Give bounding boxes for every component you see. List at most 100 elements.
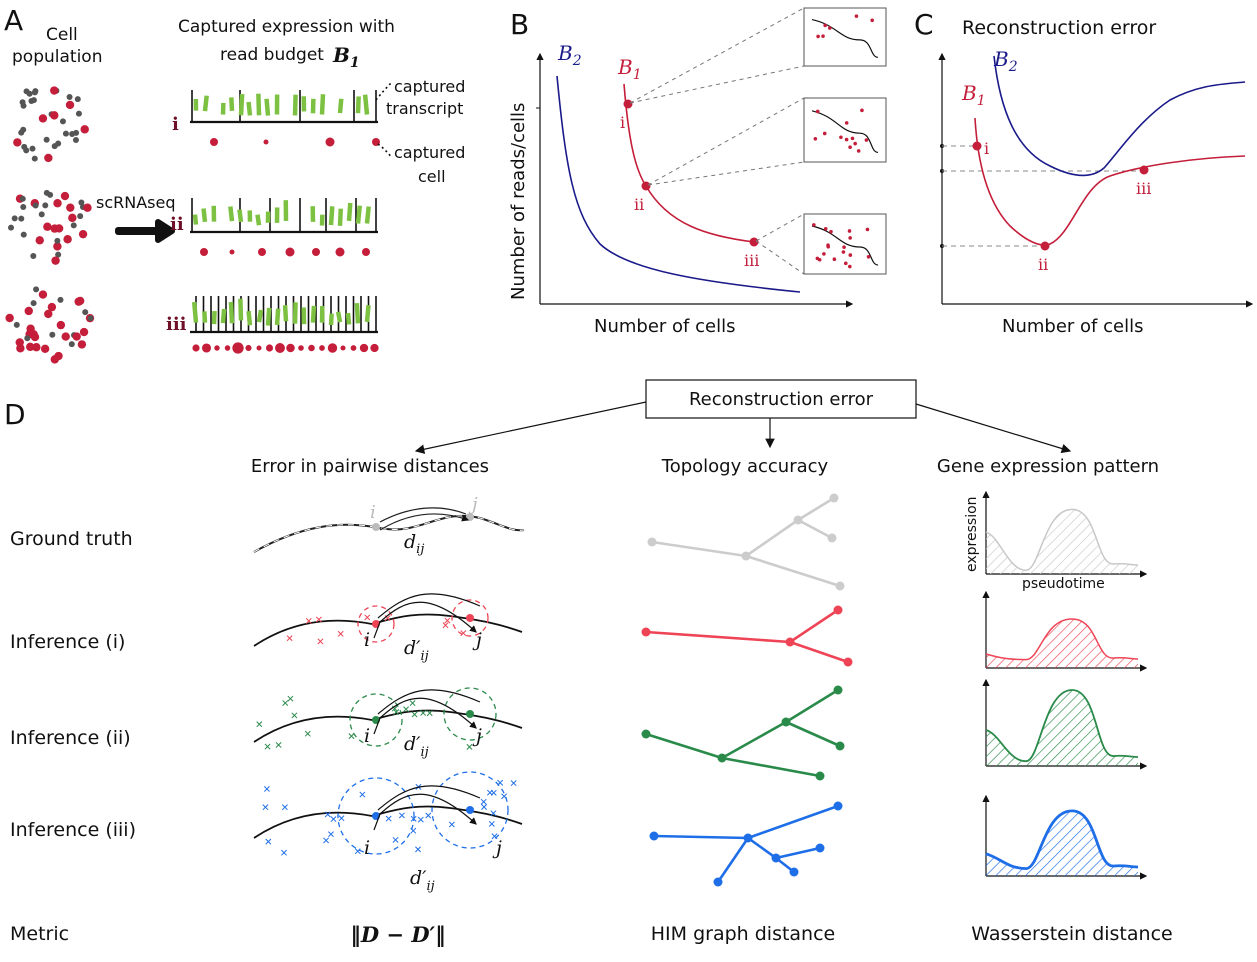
cell-dot	[50, 111, 59, 120]
inferred-label-j: j	[472, 725, 482, 747]
tree-edge	[745, 518, 799, 558]
cell-dot	[72, 332, 81, 341]
noisy-cell-marker	[481, 804, 488, 810]
transcript-pointer	[375, 81, 393, 101]
cell-dot	[66, 203, 75, 212]
tree-node	[647, 537, 657, 547]
tree-node	[827, 533, 837, 543]
cell-dot	[51, 256, 60, 265]
cell-dot	[20, 203, 27, 210]
distance-arc-arrow	[373, 793, 477, 831]
cell-dot	[57, 296, 64, 303]
inset-sample	[848, 145, 852, 150]
inferred-label-i: i	[364, 629, 370, 651]
cell-dot	[63, 235, 72, 244]
row-label-inference-i: Inference (i)	[10, 631, 125, 653]
noisy-cell-marker	[291, 712, 298, 719]
inset-sample	[856, 149, 861, 153]
captured-transcript	[337, 98, 344, 114]
tree-edge	[747, 836, 777, 860]
noisy-cell-marker	[282, 700, 289, 707]
point-i-c	[972, 141, 982, 151]
root-box	[645, 379, 917, 419]
noisy-cell-marker	[415, 846, 421, 853]
tree-node	[713, 877, 723, 887]
noisy-cell-marker	[364, 614, 371, 621]
inference-trajectories: i jd′iji jd′iji jd′ij	[253, 593, 523, 894]
noisy-cell-marker	[444, 617, 451, 624]
population-label-2: population	[12, 47, 102, 67]
captured-cell	[192, 344, 200, 352]
expression-plots: expression pseudotime	[964, 490, 1148, 880]
inset-sample	[848, 236, 852, 240]
captured-transcript	[354, 303, 361, 324]
inset-sample	[829, 229, 833, 234]
tree-edge	[789, 640, 849, 664]
row-label-i: i	[172, 114, 179, 135]
captured-cell	[298, 345, 304, 351]
captured-cell	[258, 248, 266, 256]
cell-dot	[5, 313, 14, 323]
cell-dot	[18, 215, 25, 222]
tree-edge	[645, 732, 723, 760]
cell-dot	[50, 86, 59, 95]
inset-sample	[827, 26, 832, 30]
inset-sample	[870, 18, 874, 23]
noisy-cell-marker	[409, 700, 416, 707]
tree-node	[789, 867, 799, 877]
noisy-cell-marker	[403, 706, 410, 713]
panel-d-letter: D	[4, 398, 26, 431]
inset-sample	[822, 131, 827, 136]
inset-sample	[865, 227, 870, 232]
noisy-cell-marker	[305, 617, 312, 624]
cell-dot	[43, 189, 50, 196]
metric-wasserstein: Wasserstein distance	[971, 923, 1172, 945]
captured-transcript	[220, 308, 227, 324]
curve-b2-label: B2	[557, 41, 582, 69]
inset-sample	[844, 121, 849, 125]
noisy-cell-marker	[425, 812, 432, 819]
noisy-cell-marker	[488, 820, 495, 827]
tree-node	[785, 637, 795, 647]
captured-transcript	[328, 313, 334, 326]
tree-node	[649, 831, 659, 841]
transcript-annotation-1: captured	[394, 77, 465, 96]
noisy-cell-marker	[391, 705, 398, 712]
distance-symbol: d′	[404, 637, 421, 659]
distance-subscript: ij	[420, 745, 428, 760]
gt-distance-label: dij	[404, 531, 424, 557]
captured-cell	[285, 247, 295, 257]
cell-dot	[75, 110, 82, 117]
cell-dot	[78, 229, 88, 239]
cell-dot	[19, 195, 26, 202]
inset-sample	[850, 136, 855, 141]
cell-dot	[79, 327, 89, 337]
inset-sample	[823, 227, 828, 231]
tree-node	[833, 801, 843, 811]
metric-him: HIM graph distance	[651, 923, 836, 945]
captured-transcript	[228, 206, 235, 222]
noisy-cell-marker	[317, 638, 324, 645]
cell-dot	[8, 224, 15, 231]
noisy-cell-marker	[354, 848, 361, 855]
captured-cell	[232, 342, 244, 354]
inset-leaders	[629, 7, 805, 275]
noisy-cell-marker	[265, 838, 272, 845]
gt-point-i	[372, 523, 380, 531]
inset-sample	[817, 257, 822, 262]
cell-dot	[32, 343, 41, 352]
noisy-cell-marker	[304, 730, 311, 737]
cell-dot	[43, 222, 52, 231]
cell-dot	[20, 231, 27, 238]
tree-node	[833, 685, 843, 695]
distance-arc	[377, 689, 481, 715]
captured-title-2: read budget	[220, 45, 324, 65]
captured-transcript	[229, 97, 235, 111]
cell-dot	[40, 344, 50, 354]
noisy-cell-marker	[281, 849, 287, 856]
distance-arc	[377, 593, 481, 619]
inset-box	[803, 213, 887, 275]
panel-b-y-label: Number of reads/cells	[508, 103, 529, 300]
cell-dot	[30, 300, 37, 307]
curve-b1	[623, 83, 755, 243]
